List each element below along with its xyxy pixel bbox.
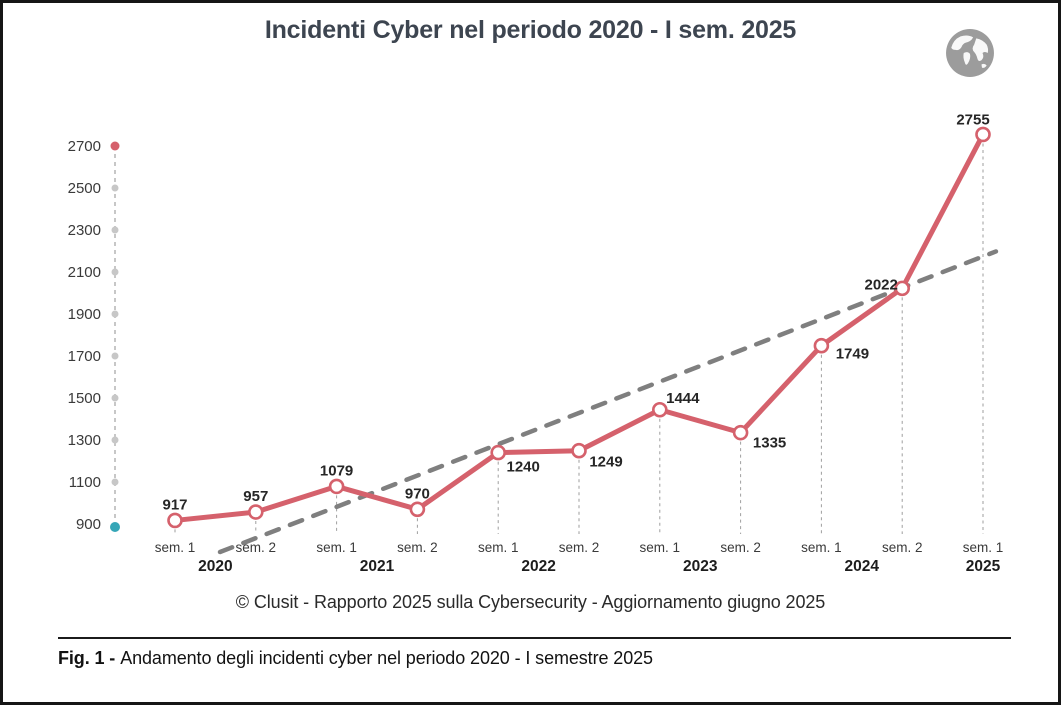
x-axis-sem-label: sem. 1 [640, 540, 681, 555]
y-axis-tick-dot [111, 184, 119, 192]
data-point-label: 917 [162, 496, 187, 513]
y-axis-tick-label: 2300 [68, 222, 101, 239]
y-axis-tick-label: 1300 [68, 432, 101, 449]
globe-land-east [972, 38, 989, 61]
y-axis-tick-label: 1100 [69, 474, 101, 491]
data-point-label: 2755 [956, 111, 989, 128]
y-axis-tick-label: 2700 [68, 138, 101, 155]
data-point-marker [813, 337, 830, 354]
figure-caption: Fig. 1 - Andamento degli incidenti cyber … [58, 648, 653, 669]
divider-line [58, 637, 1011, 639]
x-axis-year-label: 2025 [966, 558, 1001, 575]
x-axis-year-label: 2021 [360, 558, 395, 575]
x-axis-sem-label: sem. 2 [720, 540, 761, 555]
globe-land-oceania [981, 63, 987, 68]
y-axis-tick-dot [111, 436, 119, 444]
data-point-marker [651, 401, 668, 418]
x-axis-year-label: 2024 [845, 558, 880, 575]
data-point-marker [571, 442, 587, 459]
x-axis-sem-label: sem. 2 [882, 540, 923, 555]
x-axis-sem-label: sem. 1 [801, 540, 842, 555]
globe-land-north [951, 35, 974, 51]
x-axis-sem-label: sem. 1 [155, 540, 196, 555]
x-axis-year-label: 2023 [683, 558, 718, 575]
y-axis-tick-label: 1900 [68, 306, 101, 323]
data-point-marker [409, 501, 426, 518]
x-axis-sem-label: sem. 1 [478, 540, 519, 555]
y-axis-tick-label: 2500 [68, 180, 101, 197]
data-point-label: 1249 [589, 454, 622, 471]
figure-label: Fig. 1 - [58, 648, 116, 668]
x-axis-sem-label: sem. 2 [236, 540, 277, 555]
source-caption: © Clusit - Rapporto 2025 sulla Cybersecu… [235, 592, 826, 612]
chart-title: Incidenti Cyber nel periodo 2020 - I sem… [264, 16, 797, 44]
y-axis-tick-dot [111, 226, 119, 234]
data-point-label: 1444 [666, 390, 700, 407]
data-point-marker [167, 512, 183, 529]
data-point-label: 2022 [865, 276, 898, 293]
x-axis-year-label: 2022 [521, 558, 555, 575]
y-axis-tick-label: 2100 [68, 264, 101, 281]
figure-text: Andamento degli incidenti cyber nel peri… [120, 648, 653, 668]
data-point-label: 1335 [753, 435, 786, 452]
data-point-marker [732, 424, 749, 441]
y-axis-tick-dot [111, 352, 119, 360]
y-axis-top-dot [110, 141, 120, 151]
incidents-line-chart: 900 1100 1300 1500 1700 1900 2100 2300 2500 2700 9… [68, 111, 1004, 575]
y-axis-tick-dot [111, 268, 119, 276]
trend-line [217, 249, 999, 555]
x-axis-sem-label: sem. 2 [397, 540, 438, 555]
data-point-marker [975, 126, 991, 143]
y-axis-tick-dot [111, 310, 119, 318]
x-axis-year-label: 2020 [198, 558, 232, 575]
y-axis-tick-label: 1700 [68, 348, 101, 365]
data-point-label: 970 [405, 485, 430, 502]
data-point-marker [328, 478, 345, 495]
data-point-marker [248, 504, 264, 520]
data-point-label: 1749 [836, 346, 869, 363]
data-point-label: 957 [243, 488, 268, 505]
x-axis-sem-label: sem. 1 [963, 540, 1004, 555]
data-point-marker [894, 280, 911, 297]
data-point-label: 1079 [320, 462, 353, 479]
y-axis-tick-dot [111, 394, 119, 402]
globe-icon [946, 29, 994, 77]
y-axis-tick-label: 900 [76, 516, 101, 533]
globe-land-south [963, 52, 971, 65]
x-axis-sem-label: sem. 1 [316, 540, 357, 555]
y-axis-tick-dot [111, 478, 119, 486]
y-axis-bottom-dot [110, 522, 120, 532]
x-axis-sem-label: sem. 2 [559, 540, 600, 555]
data-point-marker [490, 444, 507, 461]
data-point-label: 1240 [507, 459, 540, 476]
y-axis-tick-label: 1500 [68, 390, 101, 407]
